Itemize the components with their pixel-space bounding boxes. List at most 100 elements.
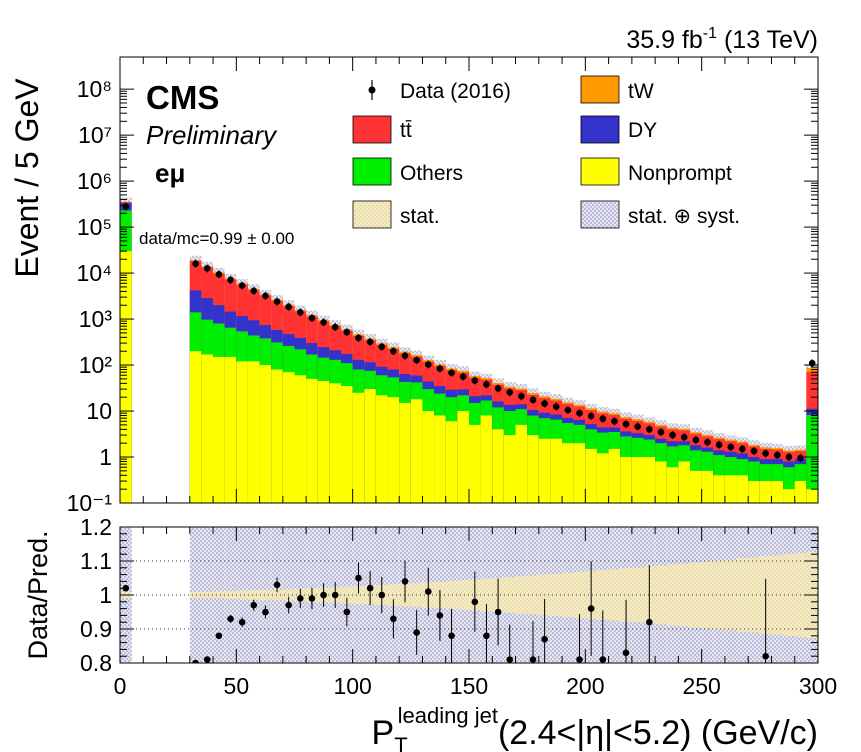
svg-text:Data (2016): Data (2016) <box>400 80 511 103</box>
bar-nonprompt <box>538 438 551 503</box>
data-point <box>529 396 537 404</box>
ratio-point <box>320 591 327 599</box>
stat-ratio-band <box>387 584 400 606</box>
bar-nonprompt <box>515 424 528 503</box>
top-x-ticks <box>119 57 819 503</box>
stat-ratio-band <box>631 567 644 623</box>
data-point <box>448 369 455 377</box>
data-point <box>680 433 688 441</box>
syst-band-bin <box>713 433 725 441</box>
stat-ratio-band <box>341 586 353 604</box>
stat-ratio-band <box>201 591 214 599</box>
x-axis-title: PTleading jet(2.4<|η|<5.2) (GeV/c) <box>372 703 818 752</box>
syst-band-bin <box>469 371 481 379</box>
data-point <box>203 265 211 272</box>
syst-band-bin <box>364 334 376 342</box>
ratio-point <box>308 595 316 602</box>
ratio-point <box>250 601 258 609</box>
data-point <box>518 392 525 400</box>
data-point <box>797 454 804 462</box>
bar-nonprompt <box>596 453 609 503</box>
preliminary-label: Preliminary <box>146 120 278 150</box>
ratio-point <box>762 652 769 660</box>
syst-band-bin <box>794 445 807 453</box>
data-point <box>715 441 723 449</box>
y-tick-label: 10² <box>79 352 113 378</box>
syst-band-bin <box>643 417 656 425</box>
bar-nonprompt <box>480 415 493 503</box>
bottom-x-axis: 0 50 100 150 200 250 300 <box>114 527 837 699</box>
stat-ratio-band <box>259 590 272 600</box>
syst-band-bin <box>445 363 458 372</box>
bar-nonprompt <box>201 354 214 503</box>
legend-entry-stat-syst: stat. ⊕ syst. <box>580 200 740 229</box>
svg-text:tt̄: tt̄ <box>400 119 412 142</box>
x-tick-label: 0 <box>114 673 127 699</box>
data-mc-ratio-label: data/mc=0.99 ± 0.00 <box>139 229 294 248</box>
ratio-point <box>599 656 607 663</box>
ratio-point <box>471 598 479 606</box>
bar-nonprompt <box>562 443 574 503</box>
syst-band-bin <box>573 400 586 408</box>
syst-band-bin <box>189 255 202 263</box>
ratio-point <box>203 656 211 663</box>
syst-band-bin <box>538 391 551 400</box>
stat-ratio-band <box>608 569 621 621</box>
svg-text:Nonprompt: Nonprompt <box>628 162 732 185</box>
data-point <box>669 431 676 439</box>
bar-nonprompt <box>189 351 202 503</box>
syst-band-bin <box>724 435 737 443</box>
bar-nonprompt <box>759 481 772 503</box>
legend-entry-others: Others <box>352 157 463 186</box>
syst-band-bin <box>631 414 644 423</box>
syst-band-bin <box>748 440 760 448</box>
ratio-point <box>401 578 409 585</box>
syst-band-top <box>120 197 818 454</box>
ratio-point <box>238 618 246 626</box>
ratio-y-tick-label: 0.8 <box>80 650 112 676</box>
syst-band-bin <box>666 423 679 431</box>
bar-nonprompt <box>306 378 318 503</box>
legend-entry-nonprompt: Nonprompt <box>580 157 732 186</box>
y-tick-label: 10⁴ <box>77 260 112 286</box>
legend-entry-ttbar: tt̄ <box>352 115 412 144</box>
ratio-y-tick-label: 1.2 <box>80 514 112 540</box>
data-point <box>215 271 223 278</box>
stat-ratio-band <box>724 559 737 631</box>
syst-band-bin <box>759 442 772 451</box>
bar-nonprompt <box>120 251 132 503</box>
syst-band-bin <box>399 347 411 355</box>
syst-band-bin <box>562 397 574 405</box>
data-point <box>727 443 735 451</box>
ratio-point <box>215 632 223 640</box>
data-point <box>331 323 339 331</box>
ratio-point <box>483 632 490 640</box>
data-point <box>471 377 479 384</box>
stat-ratio-band <box>457 580 469 610</box>
y-tick-label: 10⁸ <box>77 76 112 102</box>
data-point <box>273 298 281 305</box>
ratio-y-tick-label: 0.9 <box>80 616 112 642</box>
data-point <box>250 287 258 295</box>
data-point <box>599 415 607 423</box>
ratio-point <box>390 615 397 623</box>
data-point <box>285 303 292 311</box>
syst-band-bin <box>783 445 795 454</box>
syst-band-bin <box>515 383 528 392</box>
ratio-point <box>378 591 386 599</box>
x-tick-label: 50 <box>224 673 250 699</box>
x-tick-label: 100 <box>333 673 371 699</box>
bottom-y-axis: 0.8 0.9 1 1.1 1.2 <box>80 514 818 676</box>
bar-nonprompt <box>387 397 400 503</box>
svg-text:tW: tW <box>628 80 654 103</box>
stat-ratio-band <box>771 555 784 635</box>
syst-band-bin <box>492 378 504 386</box>
data-point <box>646 426 653 433</box>
stat-ratio-band <box>701 561 714 629</box>
syst-band-bin <box>736 437 749 445</box>
ratio-point <box>436 612 444 619</box>
syst-band-bin <box>503 382 516 390</box>
data-point <box>750 447 758 455</box>
bar-nonprompt <box>434 415 446 503</box>
